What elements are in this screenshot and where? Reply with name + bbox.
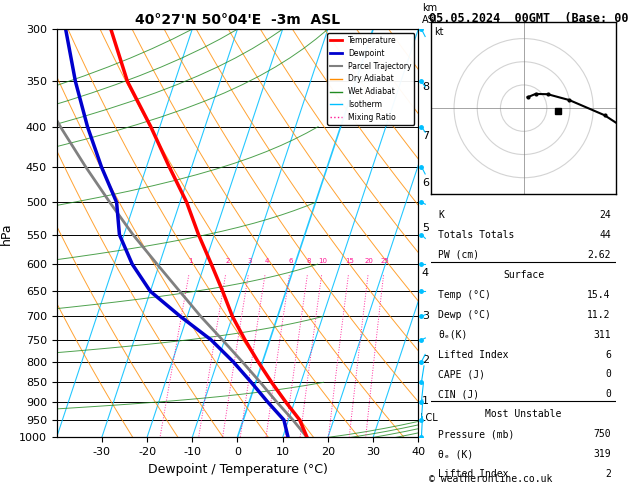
Text: 6: 6	[422, 178, 429, 188]
Text: 0: 0	[605, 369, 611, 380]
Text: Dewp (°C): Dewp (°C)	[438, 310, 491, 320]
Text: 4: 4	[422, 268, 429, 278]
Text: 3: 3	[422, 312, 429, 321]
Text: Pressure (mb): Pressure (mb)	[438, 429, 515, 439]
Title: 40°27'N 50°04'E  -3m  ASL: 40°27'N 50°04'E -3m ASL	[135, 13, 340, 27]
Text: 311: 311	[593, 330, 611, 340]
Text: CAPE (J): CAPE (J)	[438, 369, 486, 380]
Text: θₑ(K): θₑ(K)	[438, 330, 468, 340]
Text: Totals Totals: Totals Totals	[438, 230, 515, 240]
Text: 24: 24	[599, 210, 611, 220]
Text: 6: 6	[289, 258, 293, 264]
Text: K: K	[438, 210, 444, 220]
Text: kt: kt	[435, 27, 444, 37]
Text: Surface: Surface	[503, 270, 544, 279]
Text: 20: 20	[365, 258, 374, 264]
Text: 3: 3	[248, 258, 252, 264]
Text: θₑ (K): θₑ (K)	[438, 449, 474, 459]
Text: 5: 5	[422, 224, 429, 233]
Text: 2: 2	[225, 258, 230, 264]
Text: 1: 1	[422, 396, 429, 406]
Text: Lifted Index: Lifted Index	[438, 349, 509, 360]
Y-axis label: hPa: hPa	[1, 222, 13, 244]
Text: 7: 7	[422, 131, 429, 141]
Text: CIN (J): CIN (J)	[438, 389, 479, 399]
Text: Temp (°C): Temp (°C)	[438, 290, 491, 300]
Text: 2: 2	[422, 355, 429, 364]
Text: © weatheronline.co.uk: © weatheronline.co.uk	[429, 473, 552, 484]
Text: 4: 4	[265, 258, 269, 264]
Text: km
ASL: km ASL	[422, 3, 440, 25]
Text: 2: 2	[605, 469, 611, 479]
Text: Lifted Index: Lifted Index	[438, 469, 509, 479]
Text: PW (cm): PW (cm)	[438, 250, 479, 260]
Text: 319: 319	[593, 449, 611, 459]
Text: 2.62: 2.62	[587, 250, 611, 260]
Text: 10: 10	[319, 258, 328, 264]
Text: 44: 44	[599, 230, 611, 240]
Text: 15.4: 15.4	[587, 290, 611, 300]
X-axis label: Dewpoint / Temperature (°C): Dewpoint / Temperature (°C)	[148, 463, 327, 476]
Text: 8: 8	[422, 82, 429, 92]
Text: 15: 15	[345, 258, 354, 264]
Text: 25: 25	[381, 258, 389, 264]
Text: 0: 0	[605, 389, 611, 399]
Legend: Temperature, Dewpoint, Parcel Trajectory, Dry Adiabat, Wet Adiabat, Isotherm, Mi: Temperature, Dewpoint, Parcel Trajectory…	[327, 33, 415, 125]
Text: 8: 8	[307, 258, 311, 264]
Text: 750: 750	[593, 429, 611, 439]
Text: Most Unstable: Most Unstable	[486, 409, 562, 419]
Text: LCL: LCL	[420, 413, 438, 423]
Text: 11.2: 11.2	[587, 310, 611, 320]
Text: 1: 1	[189, 258, 193, 264]
Text: 05.05.2024  00GMT  (Base: 00): 05.05.2024 00GMT (Base: 00)	[429, 12, 629, 25]
Text: 6: 6	[605, 349, 611, 360]
